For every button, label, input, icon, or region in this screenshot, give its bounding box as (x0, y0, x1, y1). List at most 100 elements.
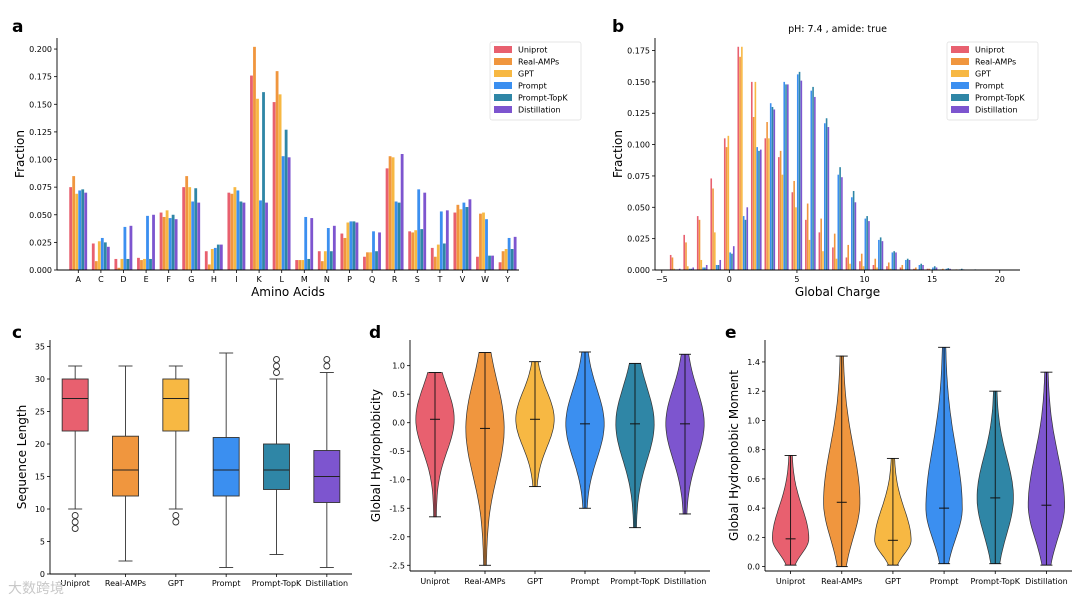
legend-frame (946, 41, 1039, 121)
bar (710, 178, 713, 270)
legend-swatch (494, 58, 512, 65)
bar (704, 267, 706, 270)
x-tick-label: Prompt-TopK (970, 577, 1020, 586)
bar (171, 214, 175, 270)
bar (852, 190, 855, 270)
y-tick-label: 0.125 (627, 109, 650, 118)
legend-frame (489, 41, 582, 121)
x-tick-label: F (166, 275, 171, 284)
bar (719, 259, 722, 270)
x-tick-label: Real-AMPs (821, 577, 862, 586)
y-tick-label: 35 (35, 343, 45, 352)
y-tick-label: 0.025 (29, 238, 52, 247)
bar (152, 214, 155, 270)
bar (194, 188, 198, 270)
bar (717, 264, 720, 270)
legend-swatch (951, 94, 969, 101)
bar (918, 264, 921, 270)
legend-swatch (494, 82, 512, 89)
bar (414, 230, 418, 270)
bar (272, 102, 276, 270)
bar (191, 201, 195, 270)
chart-subtitle: pH: 7.4 , amide: true (788, 24, 887, 35)
bar (114, 258, 118, 270)
bar (913, 268, 915, 270)
bar (420, 229, 424, 270)
bar (696, 216, 699, 270)
bar (216, 244, 220, 270)
bar (678, 268, 681, 270)
legend-entry: Uniprot (518, 46, 547, 55)
bar (901, 264, 904, 270)
bar (942, 268, 944, 270)
bar (436, 244, 440, 270)
bar (785, 84, 787, 271)
bar (227, 192, 231, 270)
bar (485, 219, 488, 270)
bar (810, 90, 813, 270)
legend-swatch (951, 58, 969, 65)
y-tick-label: 0.175 (627, 47, 650, 56)
x-tick-label: 15 (927, 275, 937, 284)
bar (827, 127, 830, 270)
bar (84, 192, 88, 270)
bar (162, 216, 166, 270)
bar (820, 218, 822, 270)
y-tick-label: 5 (40, 538, 45, 547)
bar (301, 260, 305, 270)
bar (932, 267, 934, 270)
bar (507, 237, 511, 270)
bar (895, 252, 897, 270)
bar (715, 264, 718, 270)
bar (712, 188, 714, 270)
bar (479, 213, 482, 270)
legend-swatch (951, 70, 969, 77)
bar (320, 261, 324, 270)
bar (887, 262, 890, 270)
bar (756, 147, 758, 270)
outlier-point (71, 512, 79, 519)
x-tick-label: N (324, 275, 330, 284)
bar (233, 187, 237, 270)
outlier-point (323, 356, 331, 363)
bar (737, 46, 740, 270)
bar (295, 260, 299, 270)
bar (120, 258, 124, 270)
bar (750, 81, 753, 270)
bar (727, 135, 730, 270)
bar (265, 202, 268, 270)
panel-letter-b: b (612, 17, 624, 37)
bar (332, 225, 336, 270)
x-tick-label: G (188, 275, 194, 284)
legend-swatch (951, 46, 969, 53)
bar (671, 257, 674, 270)
bar (456, 204, 460, 270)
bar (219, 244, 223, 270)
bar (168, 218, 172, 270)
y-tick-label: 0.8 (747, 446, 760, 455)
x-tick-label: E (144, 275, 149, 284)
bar (253, 46, 256, 270)
bar (889, 268, 892, 270)
bar (906, 258, 909, 270)
bar (746, 207, 749, 270)
x-tick-label: I (235, 275, 237, 284)
bar (692, 267, 695, 270)
bar (798, 71, 801, 270)
bar (346, 222, 350, 270)
bar (259, 200, 262, 270)
x-tick-label: Prompt (571, 577, 600, 586)
bar (915, 267, 917, 270)
bar (137, 257, 140, 270)
bar (442, 243, 446, 270)
x-tick-label: L (279, 275, 284, 284)
bar (879, 237, 882, 270)
y-tick-label: 0.175 (29, 73, 52, 82)
bar (501, 251, 505, 270)
y-axis-label: Fraction (13, 130, 27, 178)
bar (94, 261, 98, 270)
x-tick-label: Prompt-TopK (252, 579, 302, 588)
bar (702, 267, 704, 270)
y-tick-label: -1.0 (389, 476, 405, 485)
